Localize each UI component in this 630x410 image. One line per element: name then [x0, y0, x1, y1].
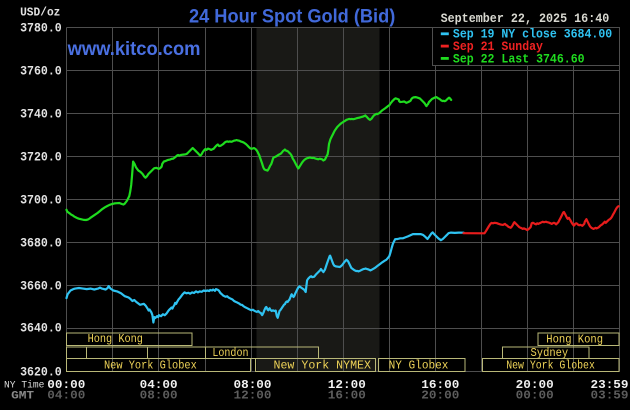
svg-text:3700.0: 3700.0	[20, 193, 62, 208]
svg-text:Sep 22 Last 3746.60: Sep 22 Last 3746.60	[453, 51, 585, 66]
svg-text:3780.0: 3780.0	[20, 21, 62, 36]
svg-text:www.kitco.com: www.kitco.com	[67, 39, 201, 60]
svg-text:Sep 19 NY close 3684.00: Sep 19 NY close 3684.00	[453, 27, 612, 42]
svg-text:08:00: 08:00	[140, 388, 178, 402]
svg-text:New York NYMEX: New York NYMEX	[274, 358, 372, 372]
svg-text:20:00: 20:00	[421, 388, 459, 402]
svg-text:08:00: 08:00	[234, 378, 272, 392]
svg-text:September 22, 2025 16:40: September 22, 2025 16:40	[441, 11, 610, 26]
svg-text:London: London	[212, 346, 248, 360]
svg-text:04:00: 04:00	[47, 388, 85, 402]
svg-text:24 Hour Spot Gold (Bid): 24 Hour Spot Gold (Bid)	[189, 6, 395, 27]
svg-text:04:00: 04:00	[140, 378, 178, 392]
svg-text:00:00: 00:00	[516, 388, 554, 402]
svg-text:Hong Kong: Hong Kong	[546, 332, 603, 346]
svg-text:16:00: 16:00	[328, 388, 366, 402]
svg-text:USD/oz: USD/oz	[20, 7, 60, 20]
svg-text:16:00: 16:00	[421, 378, 459, 392]
svg-text:NY Globex: NY Globex	[389, 358, 449, 372]
svg-text:3660.0: 3660.0	[20, 279, 62, 294]
svg-text:00:00: 00:00	[47, 378, 85, 392]
svg-text:20:00: 20:00	[516, 378, 554, 392]
svg-text:3740.0: 3740.0	[20, 107, 62, 122]
svg-text:3760.0: 3760.0	[20, 64, 62, 79]
svg-text:Sydney: Sydney	[531, 346, 569, 360]
svg-text:3620.0: 3620.0	[20, 365, 62, 380]
svg-text:23:59: 23:59	[591, 378, 629, 392]
svg-text:New York Globex: New York Globex	[506, 358, 595, 372]
svg-text:Sep 21 Sunday: Sep 21 Sunday	[453, 39, 543, 54]
svg-text:3640.0: 3640.0	[20, 321, 62, 336]
svg-text:3720.0: 3720.0	[20, 150, 62, 165]
svg-text:Hong Kong: Hong Kong	[88, 332, 143, 346]
svg-text:03:59: 03:59	[591, 388, 629, 402]
svg-text:New York Globex: New York Globex	[104, 358, 197, 372]
svg-text:GMT: GMT	[11, 390, 34, 402]
svg-text:NY Time: NY Time	[4, 379, 45, 390]
svg-text:3680.0: 3680.0	[20, 236, 62, 251]
svg-text:12:00: 12:00	[234, 388, 272, 402]
svg-text:12:00: 12:00	[328, 378, 366, 392]
